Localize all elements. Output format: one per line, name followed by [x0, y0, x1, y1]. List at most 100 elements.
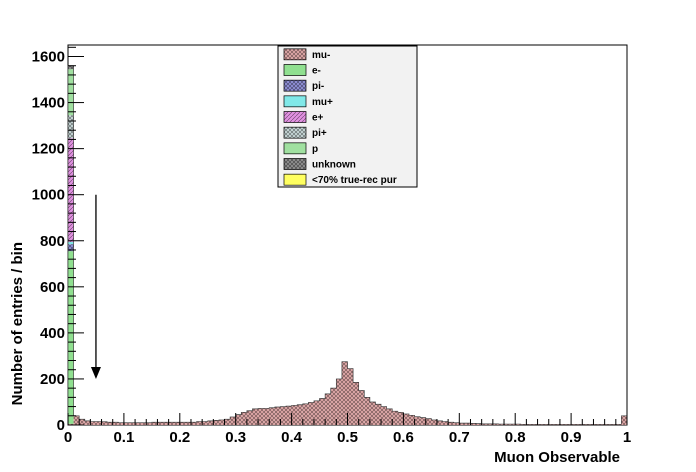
bar-hatch	[252, 408, 259, 425]
bar-hatch	[464, 423, 471, 425]
bar-hatch	[202, 421, 208, 425]
legend: mu-e-pi-mu+ e+ pi+ p unknown <70% true-rec pu…	[277, 45, 418, 188]
bar-hatch	[537, 424, 544, 425]
bar-hatch	[414, 416, 421, 425]
bar-hatch	[369, 401, 376, 425]
x-tick-label: 0.8	[505, 429, 526, 446]
y-axis-title: Number of entries / bin	[9, 242, 26, 405]
bar-hatch	[123, 422, 130, 425]
bar-hatch	[576, 424, 583, 425]
bar-hatch	[174, 422, 180, 425]
bar-hatch	[459, 423, 465, 425]
bar-hatch	[258, 408, 264, 425]
bar-hatch	[224, 419, 231, 425]
bar-hatch	[190, 422, 197, 425]
x-tick-label: 0.9	[561, 429, 582, 446]
bar-hatch	[112, 422, 119, 425]
bar-hatch	[90, 421, 96, 425]
bar-hatch	[218, 419, 225, 425]
legend-swatch-hatch	[284, 48, 306, 60]
bar-hatch	[526, 424, 532, 425]
y-tick-label: 0	[57, 417, 65, 434]
bar-hatch	[436, 420, 443, 425]
bar-hatch	[515, 424, 521, 425]
legend-swatch	[283, 173, 307, 186]
bar-hatch	[504, 424, 510, 425]
bar-hatch	[241, 412, 247, 425]
legend-label: p	[312, 144, 318, 155]
bar-hatch	[129, 422, 136, 425]
bar-hatch	[95, 421, 102, 425]
legend-label: e+	[312, 113, 324, 124]
x-tick-label: 0	[64, 429, 72, 446]
y-tick-label: 1000	[32, 187, 65, 204]
bar-hatch	[291, 405, 298, 425]
legend-label: pi-	[312, 81, 324, 92]
bar-hatch	[408, 415, 415, 425]
bar-hatch	[196, 421, 203, 425]
bar-hatch	[263, 408, 270, 425]
bar-hatch	[420, 417, 426, 425]
bar-hatch	[392, 411, 398, 425]
legend-swatch	[283, 142, 307, 155]
bar-hatch	[336, 378, 342, 425]
bar-hatch	[135, 422, 141, 425]
y-tick-label: 800	[40, 233, 65, 250]
bar-hatch	[107, 422, 113, 425]
bar-hatch	[302, 403, 309, 425]
bar-hatch	[448, 422, 454, 425]
bar-hatch	[481, 423, 488, 425]
legend-swatch-hatch	[284, 80, 306, 92]
legend-label: e-	[312, 66, 321, 77]
bar-segment	[68, 241, 74, 245]
bar-hatch	[68, 115, 74, 139]
bar-hatch	[476, 423, 482, 425]
bar-hatch	[269, 407, 275, 425]
bar-hatch	[319, 398, 326, 425]
bar-hatch	[151, 422, 158, 425]
x-tick-label: 0.1	[113, 429, 134, 446]
y-tick-label: 1400	[32, 95, 65, 112]
bar-hatch	[621, 415, 627, 425]
bar-hatch	[274, 407, 281, 425]
arrow-head	[90, 366, 101, 379]
legend-label: mu+	[312, 97, 333, 108]
bar-hatch	[431, 419, 437, 425]
bar-hatch	[280, 406, 287, 425]
bar-hatch	[610, 424, 616, 425]
bar-hatch	[386, 408, 393, 425]
bar-hatch	[599, 424, 605, 425]
y-tick-label: 400	[40, 325, 65, 342]
bar-hatch	[168, 422, 175, 425]
bar-hatch	[73, 415, 80, 425]
bar-hatch	[207, 420, 214, 425]
bar-hatch	[571, 424, 577, 425]
y-tick-label: 1600	[32, 49, 65, 66]
bar-hatch	[341, 361, 348, 425]
x-tick-label: 0.3	[225, 429, 246, 446]
bar-hatch	[353, 382, 359, 425]
bar-hatch	[442, 421, 449, 425]
bar-hatch	[68, 423, 74, 425]
x-axis-title: Muon Observable	[494, 449, 620, 466]
bar-hatch	[375, 404, 382, 425]
bar-hatch	[470, 423, 477, 425]
legend-label: mu-	[312, 50, 330, 61]
bar-hatch	[308, 402, 314, 425]
bar-hatch	[68, 138, 74, 242]
x-tick-label: 1	[623, 429, 631, 446]
bar-hatch	[453, 422, 460, 425]
bar-hatch	[487, 423, 493, 425]
bar-hatch	[140, 422, 147, 425]
bar-hatch	[559, 424, 566, 425]
bar-hatch	[358, 390, 365, 425]
bar-hatch	[68, 65, 74, 70]
axis-layer: 0 0.1 0.2 0.3 0.4 0.5 0.6 0.7 0.8 0.9 1 0 200 400 600 8…	[32, 46, 631, 446]
bar-hatch	[498, 424, 505, 425]
legend-label: unknown	[312, 160, 356, 171]
y-tick-label: 600	[40, 279, 65, 296]
bar-hatch	[554, 424, 560, 425]
bar-hatch	[397, 412, 404, 425]
legend-swatch-hatch	[284, 111, 306, 123]
